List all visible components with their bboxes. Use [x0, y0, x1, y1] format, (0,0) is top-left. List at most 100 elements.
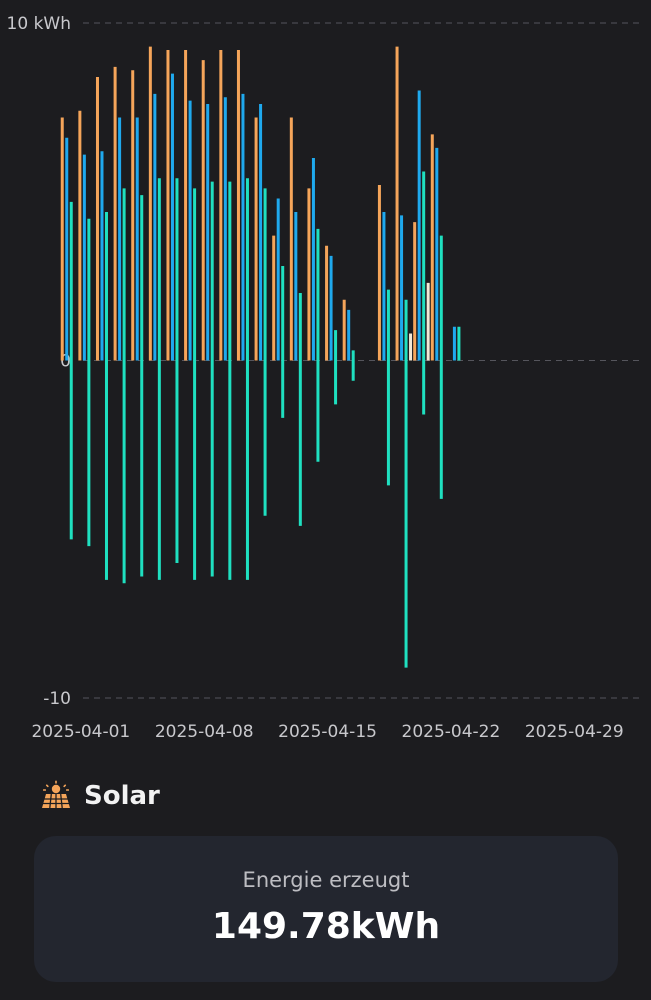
bar-teal-positive [386, 289, 390, 361]
bar-teal-negative [104, 360, 108, 580]
bar-blue [65, 137, 69, 361]
bar-teal-negative [228, 360, 232, 580]
bar-teal-positive [316, 228, 320, 361]
bar-blue [241, 93, 245, 361]
bar-orange [131, 70, 135, 361]
bar-teal-positive [228, 181, 232, 361]
bar-teal-negative [386, 360, 390, 486]
bar-orange [184, 50, 188, 361]
bar-teal-positive [422, 171, 426, 361]
bar-blue [294, 212, 298, 361]
bar-teal-positive [122, 188, 126, 361]
bar-blue [417, 90, 421, 361]
x-tick-label: 2025-04-22 [402, 722, 501, 742]
bar-teal-positive [157, 178, 161, 361]
bar-orange [395, 46, 399, 361]
y-tick-label: 0 [60, 352, 71, 372]
bar-blue [435, 147, 439, 361]
energy-produced-value: 149.78kWh [211, 906, 441, 947]
bar-orange [307, 188, 311, 361]
bar-blue [311, 158, 315, 361]
bar-orange [219, 50, 223, 361]
bar-teal-negative [175, 360, 179, 563]
energy-summary-card: Energie erzeugt 149.78kWh [34, 836, 618, 982]
bar-teal-positive [263, 188, 267, 361]
bar-teal-positive [351, 350, 355, 361]
bar-blue [206, 104, 210, 361]
bar-blue [82, 154, 86, 361]
y-tick-label: -10 [43, 689, 71, 709]
bar-orange [377, 185, 381, 361]
bar-orange [254, 117, 258, 361]
bar-teal-positive [334, 330, 338, 361]
bar-orange [289, 117, 293, 361]
energy-produced-label: Energie erzeugt [242, 868, 410, 892]
bar-teal-negative [404, 360, 408, 668]
bar-teal-negative [210, 360, 214, 577]
bar-blue [259, 104, 263, 361]
bar-orange [166, 50, 170, 361]
bar-blue [329, 255, 333, 361]
bar-teal-negative [316, 360, 320, 462]
bar-teal-positive [69, 201, 73, 361]
bar-teal-negative [122, 360, 126, 584]
bar-orange [272, 235, 276, 361]
bar-orange [95, 77, 99, 361]
bar-orange [201, 60, 205, 361]
bar-blue [452, 326, 456, 361]
bar-blue [100, 151, 104, 361]
bar-blue [135, 117, 139, 361]
x-tick-label: 2025-04-08 [155, 722, 254, 742]
bar-blue [223, 97, 227, 361]
bar-cream [409, 333, 413, 361]
x-tick-label: 2025-04-29 [525, 722, 624, 742]
bar-teal-negative [298, 360, 302, 526]
bar-teal-negative [351, 360, 355, 381]
bar-blue [400, 215, 404, 361]
bar-teal-positive [87, 218, 91, 361]
bar-teal-positive [245, 178, 249, 361]
x-tick-label: 2025-04-01 [31, 722, 130, 742]
bar-teal-negative [245, 360, 249, 580]
bar-blue [276, 198, 280, 361]
bar-orange [60, 117, 64, 361]
bar-teal-positive [439, 235, 443, 361]
bar-orange [430, 134, 434, 361]
bar-teal-positive [281, 266, 285, 361]
bar-teal-negative [422, 360, 426, 415]
bar-blue [153, 93, 157, 361]
bar-teal-negative [140, 360, 144, 577]
bar-teal-positive [210, 181, 214, 361]
bar-orange [113, 66, 117, 361]
bar-teal-negative [439, 360, 443, 499]
bar-teal-positive [193, 188, 197, 361]
bar-orange [148, 46, 152, 361]
bar-teal-positive [175, 178, 179, 361]
solar-panel-icon [42, 780, 70, 809]
y-tick-label: 10 kWh [7, 14, 71, 34]
bar-teal-negative [69, 360, 73, 540]
bar-orange [325, 245, 329, 361]
bar-blue [382, 212, 386, 361]
solar-title: Solar [84, 781, 160, 811]
bar-orange [236, 50, 240, 361]
x-tick-label: 2025-04-15 [278, 722, 377, 742]
bar-orange [413, 222, 417, 361]
bar-teal-positive [298, 293, 302, 361]
bar-teal-positive [140, 195, 144, 361]
bar-teal-negative [193, 360, 197, 580]
bar-blue [347, 309, 351, 361]
bar-teal-negative [263, 360, 267, 516]
energy-bar-chart: 10 kWh 0 -10 2025-04-01 2025-04-08 2025-04-15… [7, 14, 642, 742]
bar-teal-positive [104, 212, 108, 361]
bar-cream [426, 282, 430, 361]
bar-orange [78, 110, 82, 361]
bar-blue [118, 117, 122, 361]
bar-teal-negative [87, 360, 91, 547]
bar-blue [188, 100, 192, 361]
bar-orange [342, 299, 346, 361]
bar-teal-negative [157, 360, 161, 580]
bar-blue [170, 73, 174, 361]
bar-teal-positive [404, 299, 408, 361]
